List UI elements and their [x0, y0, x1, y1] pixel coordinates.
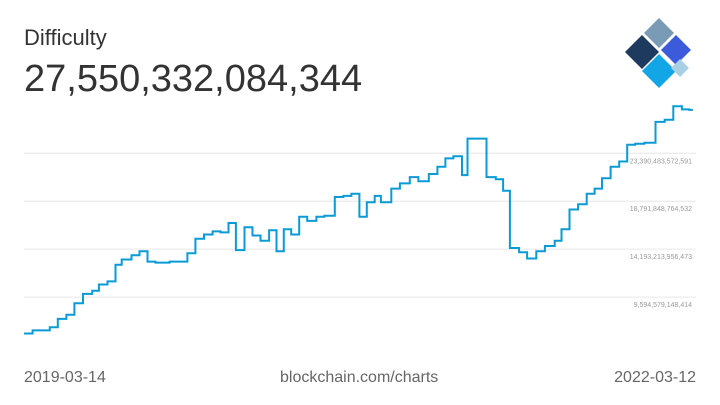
chart-title: Difficulty — [24, 25, 107, 50]
y-tick-label: 9,594,579,148,414 — [634, 302, 692, 309]
start-date-label: 2019-03-14 — [24, 369, 106, 386]
logo-tile-bottom — [642, 54, 676, 88]
current-value: 27,550,332,084,344 — [24, 58, 363, 100]
source-link[interactable]: blockchain.com/charts — [280, 369, 439, 386]
y-tick-label: 23,390,483,572,591 — [630, 158, 692, 165]
y-tick-label: 18,791,848,764,532 — [630, 206, 692, 213]
end-date-label: 2022-03-12 — [614, 369, 696, 386]
logo-tile-small — [671, 59, 689, 77]
difficulty-series-line — [24, 105, 693, 335]
y-tick-label: 14,193,213,956,473 — [630, 254, 692, 261]
logo-tile-top — [644, 18, 674, 48]
blockchain-logo-icon — [625, 18, 691, 88]
grid-lines — [24, 152, 696, 298]
y-axis-tick-labels: 23,390,483,572,591 18,791,848,764,532 14,1… — [630, 158, 692, 309]
logo-tile-left — [625, 35, 659, 69]
logo-tile-right — [661, 35, 691, 65]
